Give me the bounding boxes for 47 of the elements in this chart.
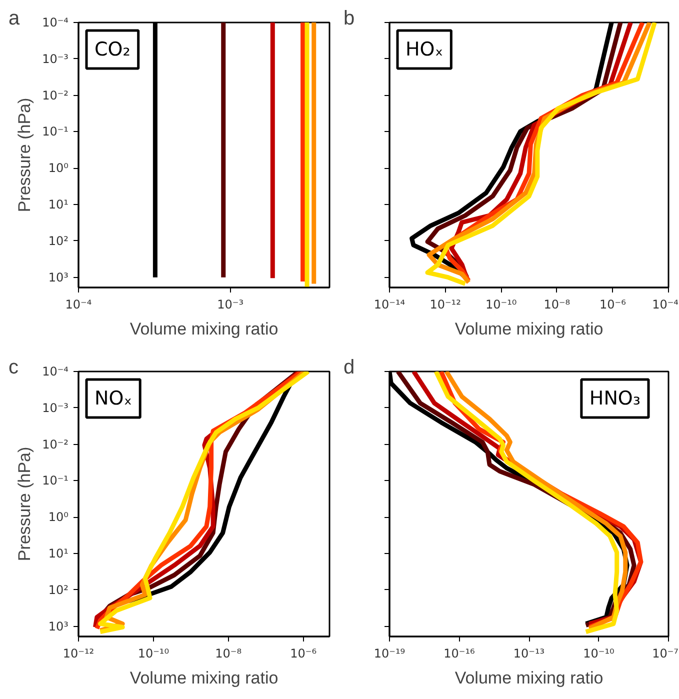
y-tick-label: 10¹: [48, 546, 69, 561]
text: HNO₃: [589, 388, 641, 410]
y-axis-title: Pressure (hPa): [15, 98, 34, 212]
y-tick-label: 10²: [48, 582, 69, 597]
y-tick-label: 10⁻²: [42, 437, 69, 452]
y-tick-label: 10¹: [48, 198, 69, 212]
x-tick-label: 10⁻⁶: [290, 646, 317, 660]
text: d: [344, 356, 355, 378]
x-axis-title: Volume mixing ratio: [130, 320, 278, 338]
x-tick-label: 10⁻¹⁴: [374, 298, 406, 312]
x-tick-label: 10⁻⁶: [599, 298, 626, 312]
x-axis-title: Volume mixing ratio: [454, 320, 604, 338]
text: HOₓ: [406, 38, 444, 60]
text: b: [344, 8, 355, 30]
x-axis-title: Volume mixing ratio: [130, 668, 278, 688]
x-tick-label: 10⁻¹²: [430, 298, 462, 312]
x-tick-label: 10⁻⁸: [544, 298, 570, 312]
x-tick-label: 10⁻¹⁹: [374, 646, 406, 660]
y-tick-label: 10⁻⁴: [42, 16, 69, 30]
x-tick-label: 10⁻⁸: [215, 646, 242, 660]
y-tick-label: 10³: [48, 619, 69, 634]
y-axis-title: Pressure (hPa): [15, 446, 34, 562]
x-tick-label: 10⁻¹³: [513, 646, 545, 660]
y-tick-label: 10³: [48, 270, 69, 284]
y-tick-label: 10⁻¹: [42, 124, 69, 139]
y-tick-label: 10⁻³: [42, 52, 69, 66]
x-tick-label: 10⁻⁴: [65, 298, 92, 312]
y-tick-label: 10⁰: [48, 510, 69, 524]
x-axis-title: Volume mixing ratio: [454, 668, 604, 688]
y-tick-label: 10⁰: [48, 161, 69, 176]
y-tick-label: 10⁻²: [42, 88, 69, 102]
x-tick-label: 10⁻¹⁰: [138, 646, 170, 660]
text: c: [8, 356, 18, 378]
text: NOₓ: [94, 388, 132, 410]
y-tick-label: 10²: [48, 234, 69, 248]
x-tick-label: 10⁻¹²: [62, 646, 94, 660]
x-tick-label: 10⁻⁷: [652, 646, 679, 660]
y-tick-label: 10⁻⁴: [42, 364, 69, 378]
x-tick-label: 10⁻⁴: [652, 298, 679, 312]
x-tick-label: 10⁻¹⁰: [583, 646, 615, 660]
y-tick-label: 10⁻³: [42, 400, 69, 415]
x-tick-label: 10⁻¹⁰: [485, 298, 517, 312]
text: CO₂: [94, 38, 130, 60]
text: a: [8, 8, 20, 30]
x-tick-label: 10⁻¹⁶: [444, 646, 476, 660]
y-tick-label: 10⁻¹: [42, 474, 69, 488]
x-tick-label: 10⁻³: [217, 298, 244, 312]
